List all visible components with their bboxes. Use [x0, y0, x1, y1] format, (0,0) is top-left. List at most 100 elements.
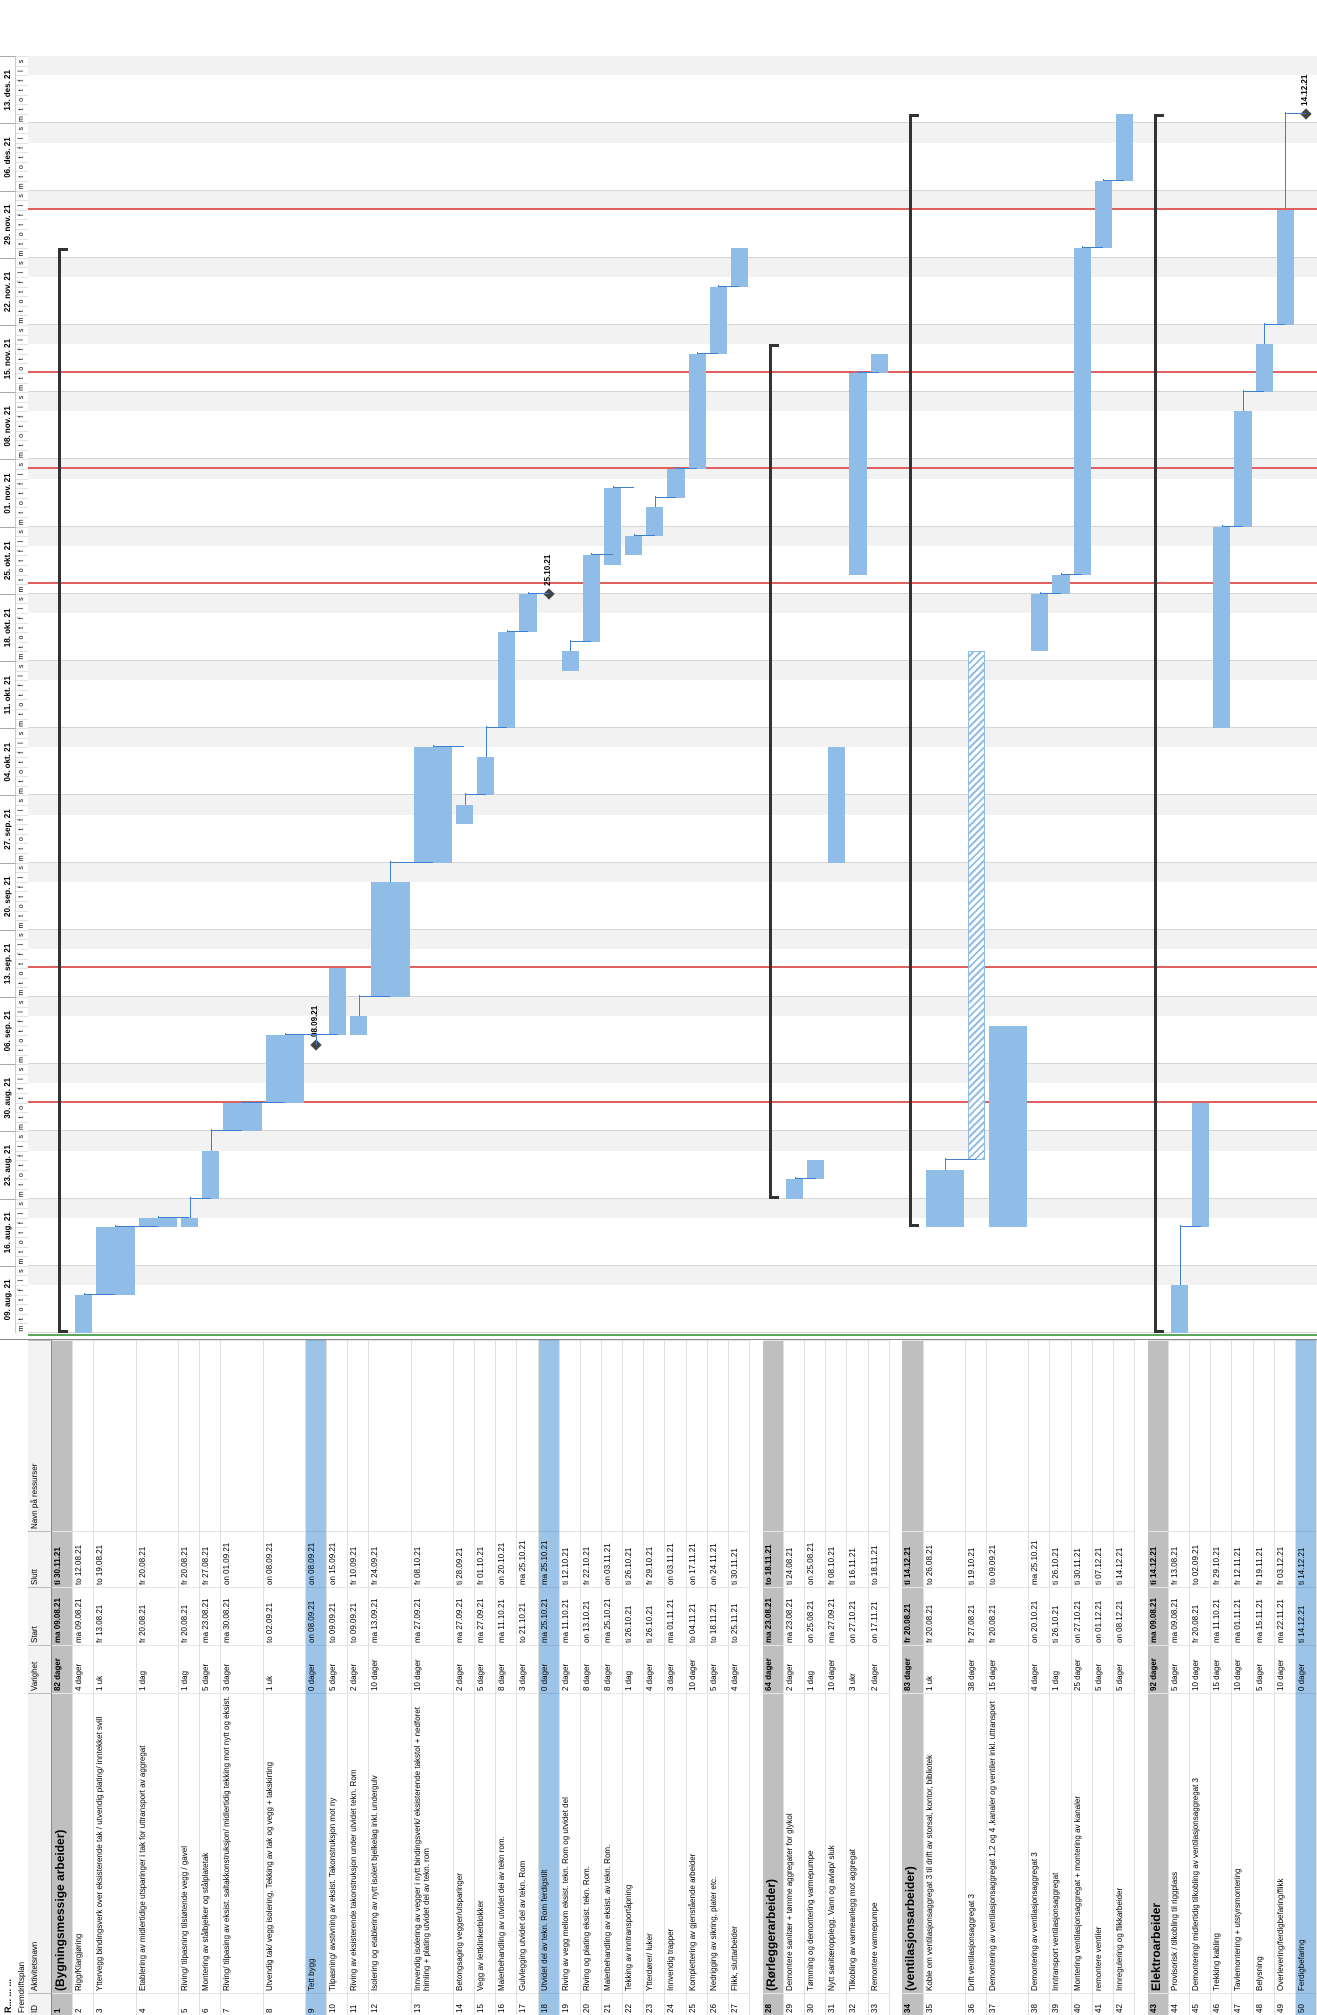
- task-bar[interactable]: [223, 1102, 262, 1132]
- task-row[interactable]: 8 Utvendig tak/ vegg isolering, Tekking a…: [263, 1340, 306, 2015]
- task-row[interactable]: 37 Demontering av ventilasjonsaggregat 1,…: [987, 1340, 1030, 2015]
- task-bar[interactable]: [180, 1217, 199, 1228]
- task-bar[interactable]: [96, 1227, 135, 1295]
- task-bar[interactable]: [870, 353, 888, 373]
- milestone-row[interactable]: 50 Ferdigbefaring 0 dager ti 14.12.21 ti 14.…: [1295, 1340, 1317, 2015]
- task-row[interactable]: 39 Inntransport ventilasjonsaggregat 1 dag…: [1050, 1340, 1072, 2015]
- summary-bar[interactable]: [58, 248, 62, 1333]
- task-row[interactable]: 3 Yttervegg bindingsverk over eksisterend…: [94, 1340, 137, 2015]
- gantt-timeline[interactable]: 09. aug. 21 m t o t f l s 16. aug. 21 m t o t f l s 23. …: [0, 0, 1317, 1340]
- task-row[interactable]: 21 Malerbehandling av eksist. av tekn. Ro…: [602, 1340, 624, 2015]
- task-bar[interactable]: [1213, 526, 1231, 729]
- task-row[interactable]: 14 Betongsaging vegger/utsparinger 2 dager…: [453, 1340, 476, 2015]
- task-row[interactable]: 42 Innregulering og flikkarbeider 5 dager o…: [1113, 1340, 1136, 2015]
- summary-row[interactable]: 28 (Rørleggerarbeider) 64 dager ma 23.08.21…: [762, 1340, 784, 2015]
- task-bar[interactable]: [807, 1160, 825, 1180]
- task-bar[interactable]: [667, 469, 685, 498]
- task-row[interactable]: 31 Nytt sanitæropplegg. Vann og avløp/ sl…: [826, 1340, 848, 2015]
- task-bar[interactable]: [350, 1016, 368, 1036]
- task-bar[interactable]: [371, 881, 410, 997]
- summary-bar[interactable]: [908, 113, 912, 1228]
- task-row[interactable]: 24 Innvendig trapper 3 dager ma 01.11.21 on …: [665, 1340, 687, 2015]
- task-row[interactable]: 19 Riving av vegg mellom eksist. tekn. Ro…: [559, 1340, 581, 2015]
- task-row[interactable]: 48 Belysning 5 dager ma 15.11.21 fr 19.11.21: [1253, 1340, 1275, 2015]
- task-row[interactable]: 17 Gulvlegging utvidet del av tekn. Rom 3 …: [517, 1340, 539, 2015]
- col-header-start[interactable]: Start: [28, 1587, 52, 1645]
- col-header-name[interactable]: Aktivitetsnavn: [28, 1693, 52, 1993]
- task-bar[interactable]: [1276, 209, 1294, 325]
- task-row[interactable]: 20 Riving og plating eksist. tekn. Rom. 8 …: [580, 1340, 602, 2015]
- task-row[interactable]: 26 Nedrigging av sikring, plater etc. 5 da…: [707, 1340, 729, 2015]
- task-row[interactable]: 33 Remontere varmepumpe 2 dager on 17.11.21…: [868, 1340, 890, 2015]
- col-header-duration[interactable]: Varighet: [28, 1645, 52, 1693]
- task-bar[interactable]: [519, 593, 537, 633]
- task-bar[interactable]: [498, 632, 516, 729]
- task-row[interactable]: 10 Tilpasning/ avstivning av eksist. Tako…: [327, 1340, 349, 2015]
- task-row[interactable]: 13 Innvendig isolering av vegger i nytt b…: [411, 1340, 454, 2015]
- task-row[interactable]: 2 Rigg/Klargjøring 4 dager ma 09.08.21 to 12…: [73, 1340, 95, 2015]
- task-bar[interactable]: [688, 353, 706, 469]
- task-bar[interactable]: [1073, 248, 1091, 575]
- task-row[interactable]: 35 Koble om ventilasjonsaggregat 3 til dr…: [923, 1340, 966, 2015]
- task-bar[interactable]: [413, 747, 452, 863]
- task-bar[interactable]: [925, 1169, 964, 1228]
- task-bar[interactable]: [202, 1150, 220, 1199]
- task-bar[interactable]: [989, 1025, 1028, 1228]
- task-row[interactable]: 44 Provisorisk / tilkobling til riggplass…: [1168, 1340, 1191, 2015]
- summary-row[interactable]: 43 Elektroarbeider 92 dager ma 09.08.21 ti 1…: [1147, 1340, 1169, 2015]
- task-row[interactable]: 47 Tavlemontering + utstyrsmontering 10 da…: [1232, 1340, 1254, 2015]
- task-row[interactable]: 40 Montering ventilasjonsaggregat + monte…: [1071, 1340, 1093, 2015]
- task-bar[interactable]: [75, 1294, 93, 1333]
- task-bar[interactable]: [709, 286, 727, 354]
- task-bar[interactable]: [1192, 1102, 1210, 1228]
- task-row[interactable]: 12 Isolering og etablering av nytt isoler…: [369, 1340, 412, 2015]
- task-bar[interactable]: [582, 555, 600, 642]
- task-row[interactable]: 4 Etablering av midlertidige utsparinger …: [136, 1340, 179, 2015]
- milestone-diamond[interactable]: [1300, 108, 1313, 120]
- col-header-finish[interactable]: Slutt: [28, 1531, 52, 1587]
- task-row[interactable]: 22 Tekking av inntransportåpning 1 dag ti 2…: [623, 1340, 645, 2015]
- milestone-row[interactable]: 9 Tett bygg 0 dager on 08.09.21 on 08.09.21: [305, 1340, 327, 2015]
- task-row[interactable]: 16 Malerbehandling av utvidet del av tekn…: [496, 1340, 518, 2015]
- summary-row[interactable]: 1 (Bygningsmessige arbeider) 82 dager ma 09…: [52, 1340, 74, 2015]
- task-bar[interactable]: [967, 651, 985, 1161]
- task-row[interactable]: 5 Riving/ tilpasning tilstøtende vegg / g…: [178, 1340, 201, 2015]
- task-bar[interactable]: [1255, 344, 1273, 393]
- task-row[interactable]: 49 Overlevering/ferdigbefaring/flikk 10 da…: [1274, 1340, 1296, 2015]
- task-bar[interactable]: [849, 373, 867, 575]
- task-row[interactable]: 27 Flikk, sluttarbeider 4 dager to 25.11.21…: [728, 1340, 751, 2015]
- task-row[interactable]: 36 Drift ventilasjonsaggregat 3 38 dager fr…: [965, 1340, 987, 2015]
- summary-row[interactable]: 34 (ventilasjonsarbeider) 83 dager fr 20.08…: [902, 1340, 924, 2015]
- task-bar[interactable]: [477, 757, 495, 796]
- task-bar[interactable]: [561, 651, 579, 671]
- task-bar[interactable]: [785, 1179, 804, 1199]
- task-row[interactable]: 30 Tømming og demontering varmepumpe 1 dag…: [805, 1340, 827, 2015]
- task-bar[interactable]: [828, 747, 846, 863]
- task-bar[interactable]: [1031, 593, 1049, 652]
- col-header-resources[interactable]: Navn på ressurser: [28, 1340, 52, 1531]
- task-bar[interactable]: [646, 507, 664, 537]
- task-bar[interactable]: [730, 248, 749, 287]
- task-bar[interactable]: [625, 536, 643, 556]
- task-bar[interactable]: [1115, 113, 1134, 181]
- summary-bar[interactable]: [1154, 113, 1158, 1333]
- task-bar[interactable]: [1170, 1285, 1189, 1333]
- task-bar[interactable]: [1052, 574, 1070, 594]
- task-bar[interactable]: [1094, 181, 1112, 249]
- col-header-id[interactable]: ID: [28, 1993, 52, 2015]
- task-row[interactable]: 29 Demontere sanitær + tømme aggregater f…: [783, 1340, 806, 2015]
- task-row[interactable]: 11 Riving av eksisterende takonstruksjon …: [348, 1340, 370, 2015]
- task-row[interactable]: 45 Demontering/ midlertidig tilkobling av…: [1190, 1340, 1212, 2015]
- task-row[interactable]: 7 Riving/ tilpasing av eksist. saltakkons…: [221, 1340, 264, 2015]
- task-row[interactable]: 32 Tilkobling av varmeanlegg mot aggregat…: [847, 1340, 869, 2015]
- task-bar[interactable]: [265, 1035, 304, 1103]
- task-row[interactable]: 41 remontere ventiler 5 dager on 01.12.21 ti…: [1092, 1340, 1114, 2015]
- task-row[interactable]: 25 Komplettering av gjenstående arbeider 1…: [686, 1340, 708, 2015]
- task-bar[interactable]: [455, 805, 474, 825]
- task-bar[interactable]: [1234, 411, 1252, 527]
- milestone-row[interactable]: 18 Utvidet del av tekn. Rom ferdigstilt 0 …: [538, 1340, 560, 2015]
- task-row[interactable]: 23 Ytterdører/ luker 4 dager ti 26.10.21 fr …: [644, 1340, 666, 2015]
- task-bar[interactable]: [329, 968, 347, 1036]
- task-row[interactable]: 15 Vegg av lettklinkerblokker 5 dager ma 27…: [475, 1340, 497, 2015]
